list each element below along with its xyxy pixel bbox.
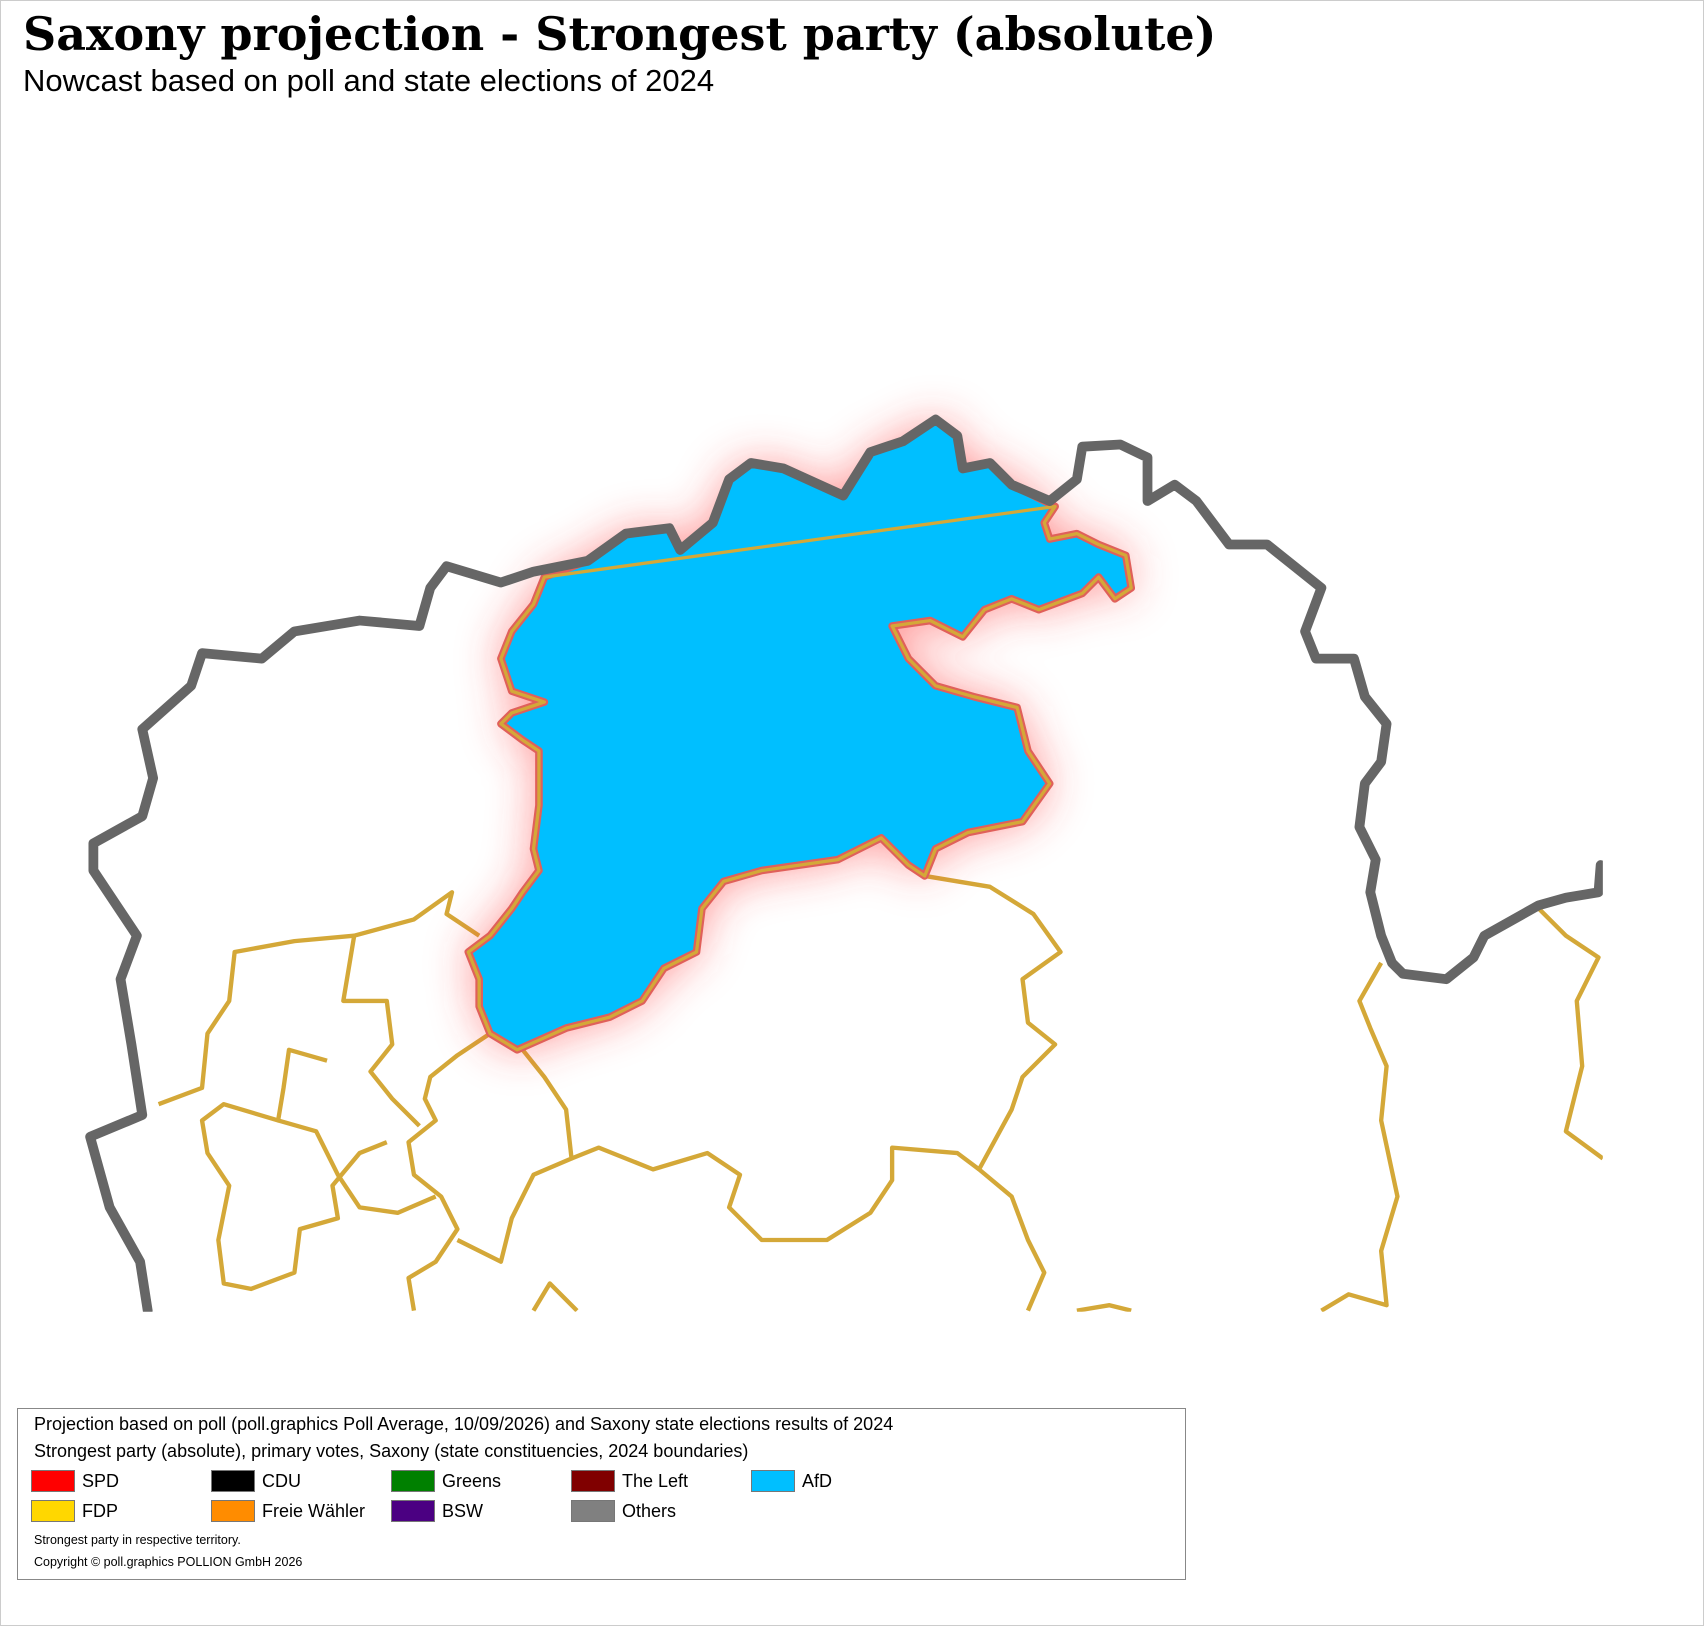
legend-item: The Left — [571, 1469, 688, 1493]
legend-label: Freie Wähler — [262, 1500, 366, 1521]
legend-swatch — [391, 1500, 435, 1522]
legend-swatch — [31, 1470, 75, 1492]
afd-constituency-outline — [466, 504, 1133, 1052]
copyright: Copyright © poll.graphics POLLION GmbH 2… — [34, 1555, 303, 1569]
legend-label: Greens — [442, 1470, 502, 1491]
legend-label: FDP — [82, 1500, 118, 1521]
legend-label: SPD — [82, 1470, 120, 1491]
legend-item: AfD — [751, 1469, 832, 1493]
legend-swatch — [751, 1470, 795, 1492]
legend-item: Others — [571, 1499, 676, 1523]
constituency-borders — [157, 873, 1603, 1312]
legend-label: The Left — [622, 1470, 689, 1491]
legend-swatch — [211, 1470, 255, 1492]
legend-item: Freie Wähler — [211, 1499, 365, 1523]
legend-swatch — [391, 1470, 435, 1492]
afd-constituency — [464, 415, 1136, 1054]
legend-text: Strongest party (absolute), primary vote… — [34, 1441, 749, 1461]
legend-item: SPD — [31, 1469, 119, 1493]
legend-label: BSW — [442, 1500, 484, 1521]
legend-item: BSW — [391, 1499, 483, 1523]
legend-note: Strongest party in respective territory. — [34, 1533, 241, 1547]
legend-swatch — [211, 1500, 255, 1522]
legend-text: Projection based on poll (poll.graphics … — [34, 1414, 894, 1434]
legend-swatch — [31, 1500, 75, 1522]
legend-swatch — [571, 1500, 615, 1522]
title: Saxony projection - Strongest party (abs… — [23, 7, 1217, 61]
legend-label: AfD — [802, 1470, 833, 1491]
legend-label: Others — [622, 1500, 677, 1521]
legend: Projection based on poll (poll.graphics … — [17, 1408, 1186, 1580]
state-border — [85, 414, 1603, 1312]
legend-swatch — [571, 1470, 615, 1492]
legend-item: FDP — [31, 1499, 118, 1523]
legend-item: CDU — [211, 1469, 301, 1493]
subtitle: Nowcast based on poll and state election… — [23, 63, 715, 98]
legend-item: Greens — [391, 1469, 501, 1493]
legend-label: CDU — [262, 1470, 301, 1491]
